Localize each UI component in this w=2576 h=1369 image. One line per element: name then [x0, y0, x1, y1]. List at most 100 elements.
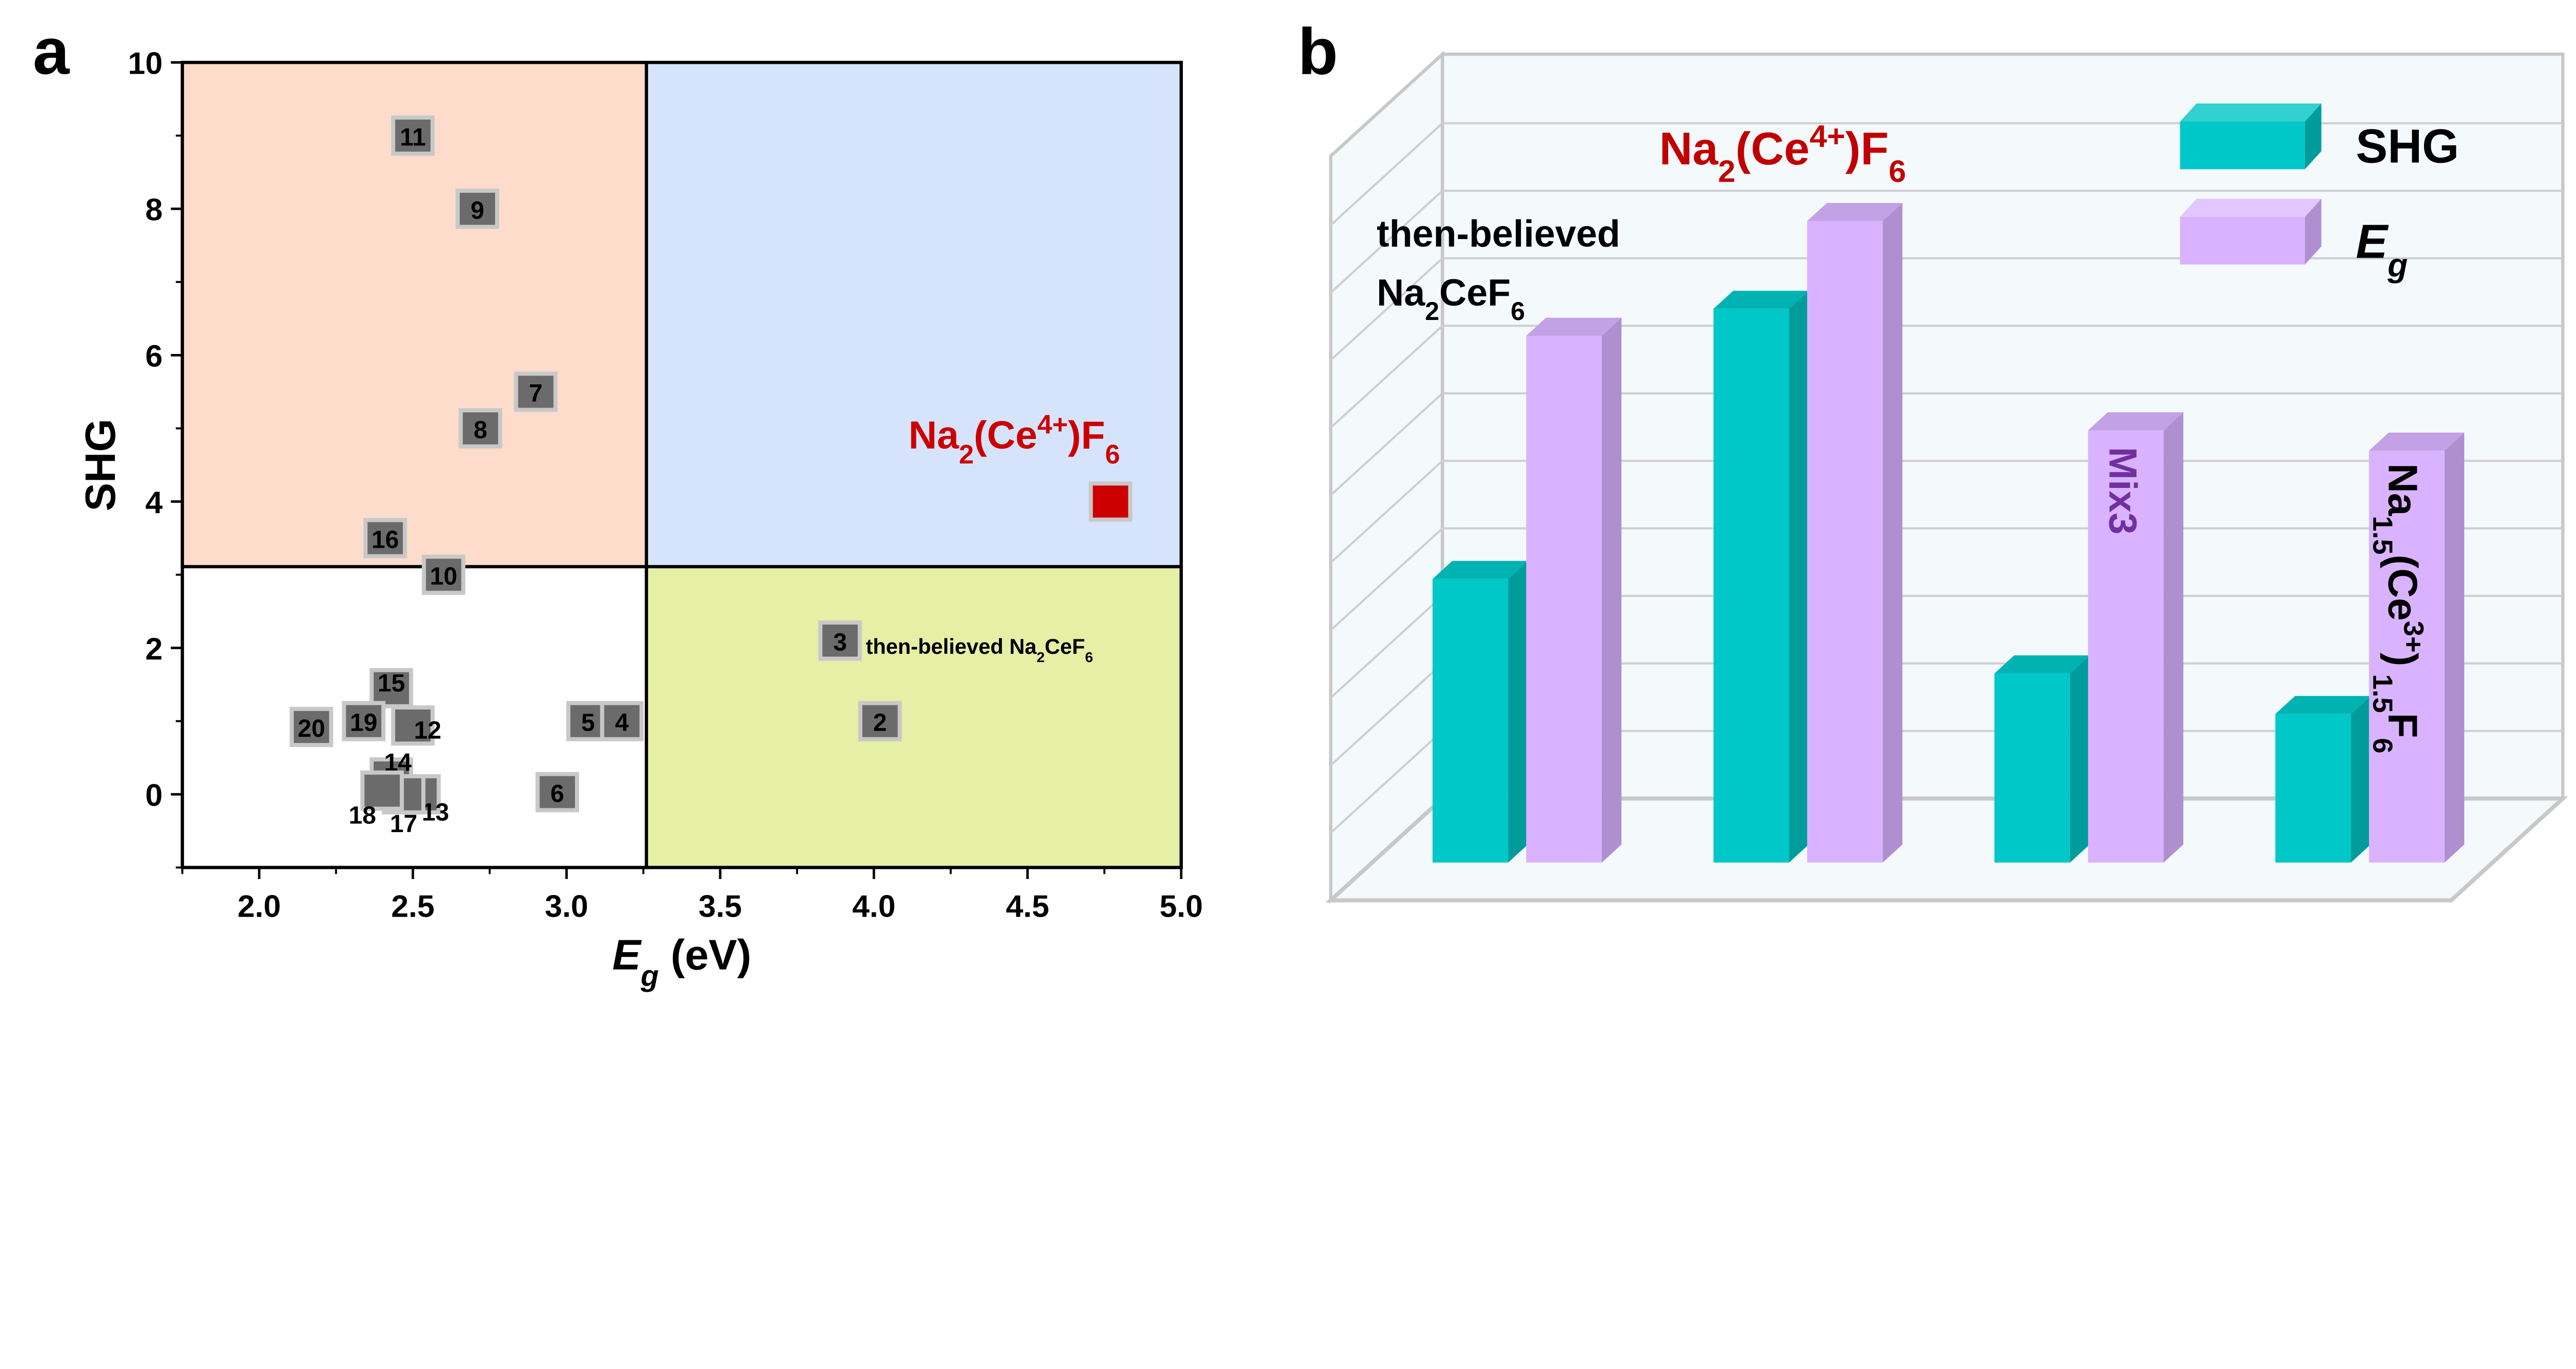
x-tick-label: 3.5 [699, 888, 742, 923]
bar-side [2163, 412, 2183, 863]
text-part: SHG [2356, 120, 2459, 173]
text-part: 6 [1511, 297, 1525, 326]
y-tick-label: 8 [145, 192, 163, 227]
legend-swatch-side [2304, 103, 2321, 170]
bar-front [1994, 673, 2070, 863]
text-part: Na [1377, 272, 1426, 314]
bar-front [2369, 450, 2445, 863]
category-label-mix3: Mix3 [2100, 447, 2144, 534]
x-tick-label: 2.5 [391, 888, 434, 923]
gridline-side [1330, 257, 1444, 361]
text-part: Na [1659, 123, 1719, 174]
point-label: 5 [581, 709, 595, 737]
point-marker [290, 706, 333, 747]
data-point: 16 [363, 518, 407, 559]
bar-front [1432, 579, 1509, 863]
text-part: Na [2380, 463, 2426, 516]
data-point: 9 [455, 189, 499, 229]
x-tick-label: 3.0 [545, 888, 588, 923]
legend-item: Eg [2180, 198, 2408, 284]
data-point: 6 [535, 772, 579, 813]
point-label: 2 [873, 709, 887, 737]
text-part: 2 [959, 440, 974, 470]
text-part: E [612, 931, 642, 978]
point-marker [514, 371, 558, 412]
point-label: 11 [400, 124, 426, 151]
region-bottom-right [646, 566, 1181, 868]
gridline-side [1330, 595, 1444, 699]
bar-eg [1526, 317, 1622, 863]
bar-top [1713, 291, 1809, 309]
gridline-side [1330, 730, 1444, 834]
data-point: 8 [459, 408, 502, 449]
bar-top [1994, 655, 2090, 674]
data-point: 7 [514, 371, 558, 412]
point-marker [391, 115, 435, 156]
y-axis-label: SHG [76, 419, 124, 512]
gridline-side [1330, 190, 1444, 294]
legend-swatch-top [2180, 198, 2321, 217]
bar-top [1526, 317, 1622, 336]
text-part: (Ce [974, 414, 1037, 458]
x-tick-label: 2.0 [238, 888, 281, 923]
bar-shg [2275, 696, 2371, 863]
point-marker [600, 701, 644, 741]
data-point: 10 [421, 554, 466, 595]
gridline-side [1330, 460, 1444, 564]
data-point: 11 [391, 115, 435, 156]
data-point: 15 [369, 668, 413, 708]
gridline-side [1330, 325, 1444, 429]
point-label: 18 [349, 802, 376, 829]
bar-shg [1432, 561, 1528, 863]
text-part: g [640, 959, 659, 992]
point-label: 19 [350, 709, 377, 737]
point-marker [391, 705, 435, 746]
category-label-then-believed: then-believed [1377, 212, 1620, 255]
point-label: 9 [470, 197, 484, 224]
bar-shg [1994, 655, 2090, 863]
category-label-na15ce3: Na1.5(Ce3+) 1.5F6 [2367, 463, 2429, 753]
text-part: ) [2380, 653, 2426, 667]
text-part: 1.5 [2367, 516, 2398, 554]
text-part: 2 [1425, 297, 1439, 326]
text-part: g [2387, 247, 2408, 284]
text-part: (Ce [1736, 123, 1810, 174]
text-part: then-believed [1377, 212, 1620, 255]
gridline-side [1330, 663, 1444, 766]
floor [1325, 796, 2568, 903]
x-tick-label: 4.0 [852, 888, 895, 923]
bar-side [2070, 655, 2090, 863]
highlight-point [1089, 481, 1132, 522]
data-point: 18 [349, 770, 404, 829]
data-point: 19 [342, 701, 386, 741]
text-part: E [2356, 215, 2389, 268]
point-label: 6 [550, 780, 564, 807]
text-part: F [2380, 713, 2426, 738]
text-part: then-believed Na [866, 634, 1037, 658]
text-part: )F [1068, 414, 1105, 458]
point-label: 13 [422, 799, 449, 826]
point-marker [818, 620, 862, 661]
text-part: 6 [1105, 440, 1120, 470]
legend-swatch-front [2180, 216, 2305, 265]
point-marker [369, 668, 413, 708]
point-label: 7 [529, 380, 543, 408]
text-part: 6 [1889, 154, 1906, 189]
bar-top [2369, 432, 2465, 451]
point-label: 17 [390, 810, 417, 838]
bar-side [1602, 317, 1622, 863]
bar-shg [1713, 291, 1809, 863]
text-part: 3+ [2398, 621, 2429, 653]
gridline-side [1330, 392, 1444, 496]
data-point: 4 [600, 701, 644, 741]
text-part: 4+ [1809, 119, 1845, 154]
point-label: 15 [378, 670, 405, 697]
bar-front [1526, 335, 1602, 863]
bar-side [2444, 432, 2465, 863]
category-label-na2cef6: Na2CeF6 [1377, 272, 1525, 326]
point-label: 20 [298, 715, 325, 742]
point-label: 16 [371, 527, 399, 554]
text-part: (Ce [2380, 554, 2426, 620]
plot-frame [180, 60, 1183, 869]
point-label: 8 [473, 417, 487, 444]
